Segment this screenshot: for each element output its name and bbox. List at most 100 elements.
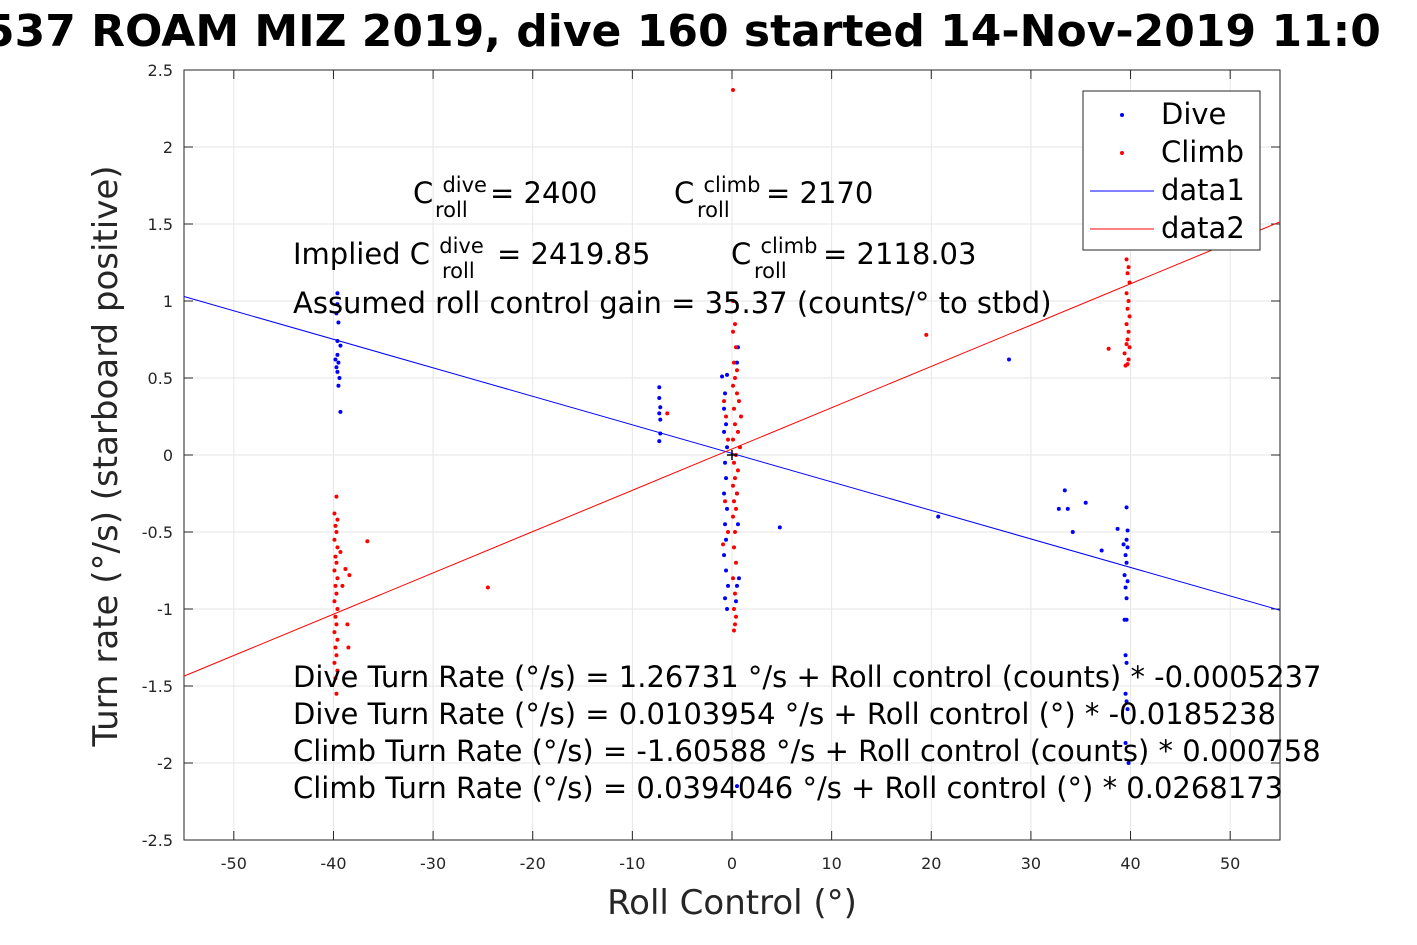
climb-point	[485, 585, 490, 590]
dive-point	[724, 537, 729, 542]
climb-point	[334, 622, 339, 627]
dive-point	[720, 374, 725, 379]
climb-point	[726, 530, 731, 534]
dive-point	[1099, 548, 1104, 553]
dive-point	[725, 445, 730, 450]
climb-point	[1125, 306, 1130, 311]
dive-point	[1124, 617, 1129, 622]
legend-data1-label: data1	[1161, 173, 1245, 207]
climb-point	[737, 445, 742, 450]
fit-line-3: Climb Turn Rate (°/s) = -1.60588 °/s + R…	[293, 734, 1321, 768]
climb-point	[333, 676, 338, 681]
dive-point	[733, 599, 738, 604]
climb-point	[731, 545, 736, 550]
climb-point	[734, 391, 739, 396]
dive-point	[724, 422, 729, 427]
climb-point	[332, 511, 337, 516]
climb-point	[734, 491, 739, 496]
climb-point	[1124, 342, 1129, 347]
legend-climb-marker	[1120, 151, 1124, 155]
dive-point	[336, 383, 341, 388]
climb-point	[1124, 291, 1129, 296]
climb-point	[730, 483, 735, 488]
dive-point	[335, 291, 340, 296]
climb-point	[345, 622, 350, 627]
dive-point	[723, 522, 728, 527]
dive-point	[336, 360, 341, 365]
climb-point	[735, 429, 740, 434]
dive-point	[658, 431, 663, 436]
climb-point	[731, 406, 736, 411]
climb-point	[733, 614, 738, 619]
climb-point	[346, 645, 351, 650]
dive-point	[722, 429, 727, 434]
climb-point	[333, 554, 338, 559]
legend-box	[1082, 90, 1261, 251]
climb-point	[334, 691, 339, 696]
x-tick-label: -30	[420, 854, 446, 873]
climb-point	[1124, 257, 1129, 262]
dive-point	[337, 376, 342, 380]
climb-point	[734, 368, 739, 373]
y-tick-label: -2	[157, 754, 173, 773]
climb-point	[332, 630, 337, 635]
dive-point	[1125, 707, 1130, 712]
climb-point	[732, 530, 737, 534]
climb-point	[1125, 337, 1130, 342]
dive-point	[1125, 545, 1130, 550]
dive-point	[1124, 596, 1129, 601]
x-tick-label: -20	[520, 854, 546, 873]
climb-point	[333, 645, 338, 650]
y-tick-label: 1	[163, 292, 173, 311]
climb-point	[1124, 322, 1129, 327]
climb-point	[665, 411, 670, 416]
dive-point	[736, 576, 741, 581]
dive-point	[1123, 553, 1128, 558]
climb-point	[338, 550, 343, 555]
climb-point	[334, 560, 339, 565]
climb-point	[731, 360, 736, 365]
climb-point	[730, 514, 735, 519]
climb-point	[730, 437, 735, 442]
dive-point	[722, 491, 727, 496]
dive-point	[335, 339, 340, 344]
climb-point	[721, 542, 726, 547]
dive-point	[725, 607, 730, 611]
dive-point	[335, 352, 340, 357]
x-tick-label: -50	[221, 854, 247, 873]
climb-point	[343, 566, 348, 571]
dive-point	[734, 784, 739, 789]
climb-point	[334, 494, 339, 499]
dive-point	[658, 417, 663, 422]
climb-point	[1125, 271, 1130, 276]
dive-point	[1124, 537, 1129, 542]
climb-point	[334, 530, 339, 534]
climb-point	[334, 591, 339, 596]
climb-point	[736, 399, 741, 404]
dive-point	[334, 311, 339, 316]
dive-point	[1123, 653, 1128, 658]
x-tick-label: -10	[619, 854, 645, 873]
dive-point	[1125, 528, 1130, 533]
dive-point	[1006, 357, 1011, 362]
climb-point	[722, 399, 727, 404]
legend-data2-label: data2	[1161, 211, 1245, 245]
climb-point	[332, 568, 337, 573]
legend-dive-marker	[1120, 113, 1124, 117]
dive-point	[725, 372, 730, 377]
dive-point	[1124, 560, 1129, 565]
c-roll-dive-annotation: C dive roll = 2400	[413, 165, 597, 224]
climb-point	[723, 499, 728, 504]
x-tick-label: 40	[1120, 854, 1140, 873]
y-tick-label: -1.5	[142, 677, 173, 696]
climb-point	[333, 523, 338, 528]
climb-point	[1127, 280, 1132, 285]
climb-point	[335, 637, 340, 642]
dive-point	[334, 365, 339, 370]
dive-point	[1124, 505, 1129, 510]
climb-point	[731, 499, 736, 504]
climb-point	[333, 614, 338, 619]
climb-point	[730, 383, 735, 388]
climb-point	[732, 376, 737, 380]
climb-point	[1126, 265, 1131, 270]
